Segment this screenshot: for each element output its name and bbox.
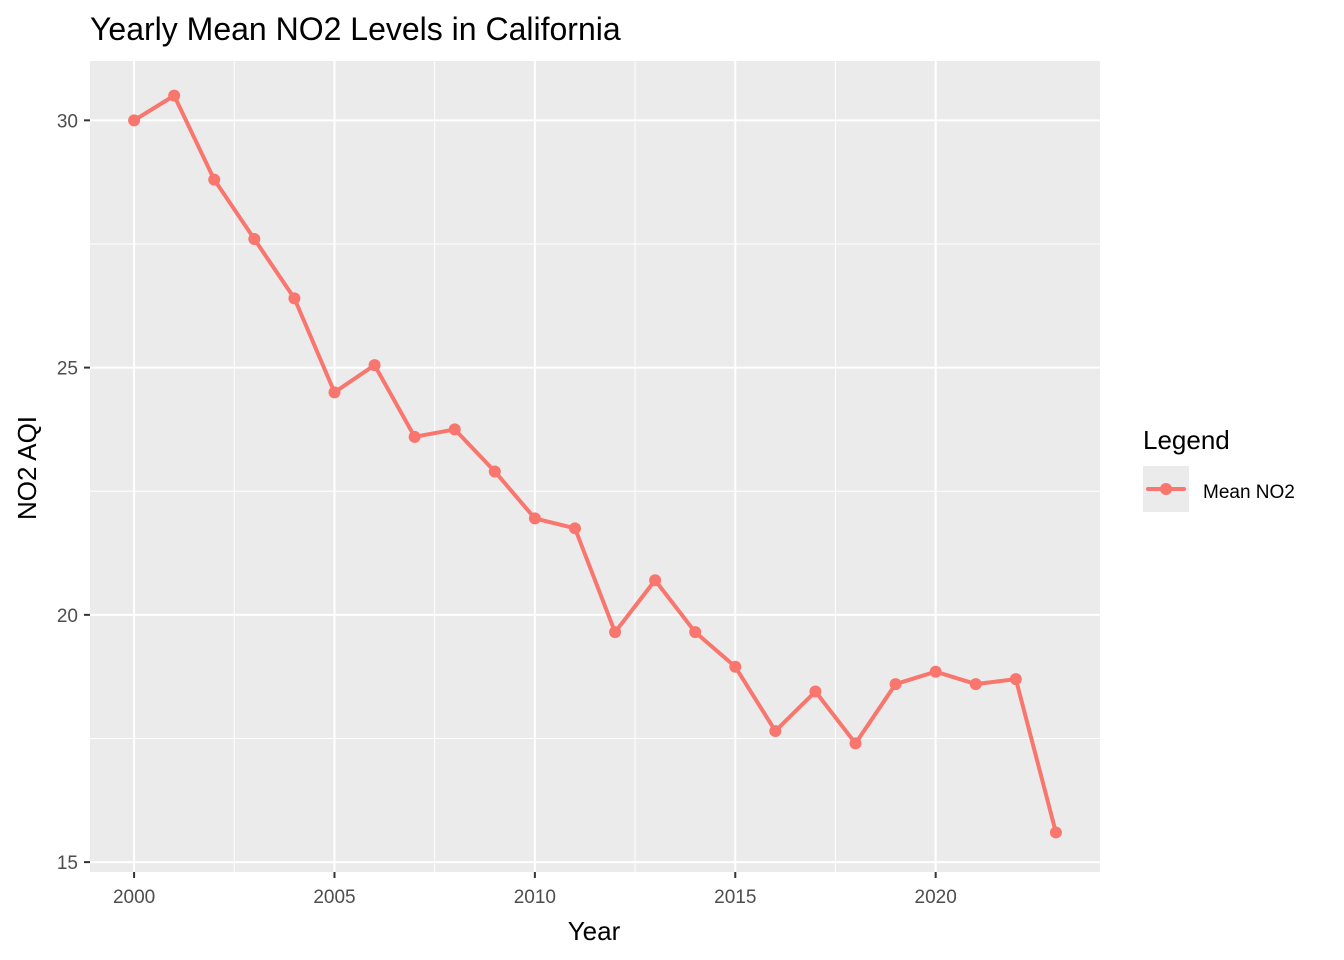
x-tick-label: 2015 (714, 887, 756, 908)
y-axis-title: NO2 AQI (12, 416, 42, 520)
y-axis: 15 20 25 30 (57, 111, 90, 874)
data-point (168, 89, 181, 102)
x-tick-label: 2005 (313, 887, 355, 908)
data-point (568, 522, 581, 535)
data-point (969, 678, 982, 691)
data-point (849, 737, 862, 750)
y-tick-label: 25 (57, 359, 78, 380)
data-point (609, 626, 622, 639)
data-point (488, 465, 501, 478)
data-point (288, 292, 301, 305)
x-axis: 2000 2005 2010 2015 2020 (113, 872, 957, 908)
data-point (809, 685, 822, 698)
x-tick-label: 2010 (514, 887, 556, 908)
data-point (889, 678, 902, 691)
data-point (1049, 826, 1062, 839)
x-tick-label: 2020 (915, 887, 957, 908)
data-point (769, 725, 782, 738)
data-point (208, 173, 221, 186)
series-line-mean-no2 (132, 93, 1058, 835)
data-point (448, 423, 461, 436)
legend: Legend Mean NO2 (1143, 425, 1295, 512)
legend-key-point (1160, 483, 1172, 495)
data-point (408, 430, 421, 443)
legend-title: Legend (1143, 425, 1230, 455)
data-point (729, 660, 742, 673)
y-tick-label: 20 (57, 606, 78, 627)
x-tick-label: 2000 (113, 887, 155, 908)
y-tick-label: 15 (57, 853, 78, 874)
data-point (128, 114, 141, 127)
data-point (328, 386, 341, 399)
major-gridlines (90, 61, 1100, 872)
data-point (1009, 673, 1022, 686)
series-layer (128, 89, 1062, 839)
data-point (368, 359, 381, 372)
plot-panel (90, 61, 1100, 872)
data-point (528, 512, 541, 525)
data-point (689, 626, 702, 639)
x-axis-title: Year (568, 916, 621, 946)
chart-title: Yearly Mean NO2 Levels in California (90, 11, 621, 47)
legend-label-mean-no2: Mean NO2 (1203, 482, 1295, 503)
data-point (649, 574, 662, 587)
data-point (248, 233, 261, 246)
y-tick-label: 30 (57, 111, 78, 132)
data-point (929, 665, 942, 678)
